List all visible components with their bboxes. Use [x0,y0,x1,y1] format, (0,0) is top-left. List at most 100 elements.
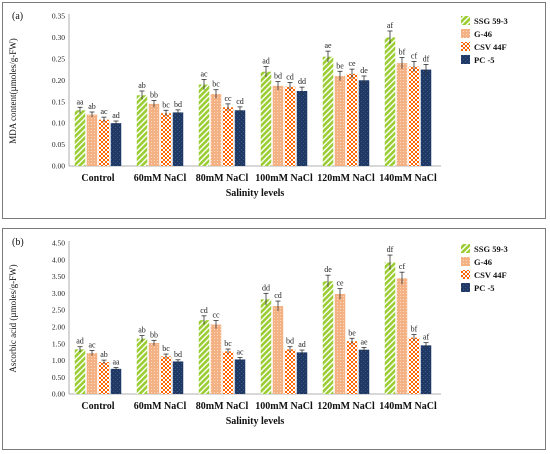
x-tick-label: 140mM NaCl [379,401,437,412]
significance-label: cd [236,97,244,106]
bar [234,110,246,166]
bar [98,119,110,166]
significance-label: dd [298,77,306,86]
bar [284,86,296,166]
bar [222,107,234,166]
significance-label: ad [76,337,84,346]
bar [396,278,408,394]
significance-label: cd [200,306,208,315]
significance-label: bb [150,330,158,339]
significance-label: ad [298,340,306,349]
bar [272,306,284,394]
x-axis-title: Salinity levels [226,416,285,427]
significance-label: af [423,333,430,342]
x-tick-label: 100mM NaCl [255,173,313,184]
legend-swatch [461,42,470,51]
x-axis-title: Salinity levels [226,188,285,199]
significance-label: ae [360,337,368,346]
significance-label: aa [76,97,84,106]
y-tick-label: 0.35 [52,12,65,21]
significance-label: de [324,265,332,274]
legend-swatch [461,16,470,25]
significance-label: cf [411,51,418,60]
y-tick-label: 3.50 [52,272,65,281]
y-tick-label: 0.30 [52,33,65,42]
significance-label: be [348,328,356,337]
bar [358,80,370,166]
legend-swatch [461,55,470,64]
y-tick-label: 0.05 [52,140,65,149]
significance-label: ce [348,59,356,68]
significance-label: bc [162,100,170,109]
y-tick-label: 0.15 [52,97,65,106]
x-tick-label: Control [81,401,114,412]
bar [86,353,98,394]
bar [284,349,296,394]
bar [110,368,122,394]
bar [136,95,148,166]
bar [334,76,346,166]
bar [358,349,370,394]
mda-bar-chart: (a) 0.00 0.05 0.10 0.15 0.20 0.25 0.30 0.35 MDA c… [8,11,508,199]
significance-label: ab [100,350,108,359]
panel-b: (b) 0.00 0.50 1.00 1.50 2.00 2.50 3.00 3.50 4.00 4… [2,228,546,450]
bar [234,359,246,394]
panel-a: (a) 0.00 0.05 0.10 0.15 0.20 0.25 0.30 0.35 MDA c… [2,2,546,219]
significance-label: bc [212,80,220,89]
significance-label: bd [174,100,182,109]
bar [172,112,184,166]
panel-label: (b) [12,237,24,248]
bar [322,56,334,166]
x-tick-label: 140mM NaCl [379,173,437,184]
y-tick-label: 2.50 [52,306,65,315]
significance-label: bf [411,325,418,334]
bar [98,362,110,394]
significance-label: cc [224,94,232,103]
legend-label: SSG 59-3 [474,16,508,26]
y-tick-label: 1.00 [52,356,65,365]
x-tick-label: 100mM NaCl [255,401,313,412]
significance-label: ce [336,279,344,288]
significance-label: ab [88,102,96,111]
y-tick-label: 0.20 [52,76,65,85]
significance-label: ab [138,326,146,335]
significance-label: ac [100,107,108,116]
bar [260,299,272,394]
bar [86,114,98,166]
y-tick-label: 0.10 [52,119,65,128]
significance-label: cd [286,72,294,81]
bar [160,356,172,394]
bar [384,262,396,394]
legend-label: PC -5 [474,283,495,293]
x-tick-label: 80mM NaCl [196,401,249,412]
y-tick-label: 4.50 [52,239,65,248]
y-tick-label: 0.00 [52,390,65,399]
significance-label: bf [399,48,406,57]
ascorbic-acid-bar-chart: (b) 0.00 0.50 1.00 1.50 2.00 2.50 3.00 3.50 4.00 4… [8,237,508,427]
significance-label: ac [200,69,208,78]
y-axis-title: Ascorbic acid (µmoles/g-FW) [8,264,18,372]
bar [296,91,308,166]
significance-label: cf [399,262,406,271]
significance-label: be [336,61,344,70]
bar [136,338,148,394]
x-tick-label: 120mM NaCl [317,401,375,412]
significance-label: ac [236,347,244,356]
significance-label: df [387,245,394,254]
bar [322,281,334,394]
bar [260,71,272,166]
bar [396,63,408,167]
x-tick-label: 80mM NaCl [196,173,249,184]
significance-label: ae [324,41,332,50]
legend-label: SSG 59-3 [474,244,508,254]
significance-label: df [423,54,430,63]
x-tick-label: 60mM NaCl [134,401,187,412]
legend-swatch [461,283,470,292]
legend-label: G-46 [474,29,492,39]
bar [334,294,346,394]
bar [346,341,358,394]
bar [420,69,432,166]
significance-label: dd [262,283,270,292]
bar [160,113,172,166]
bar [148,103,160,166]
